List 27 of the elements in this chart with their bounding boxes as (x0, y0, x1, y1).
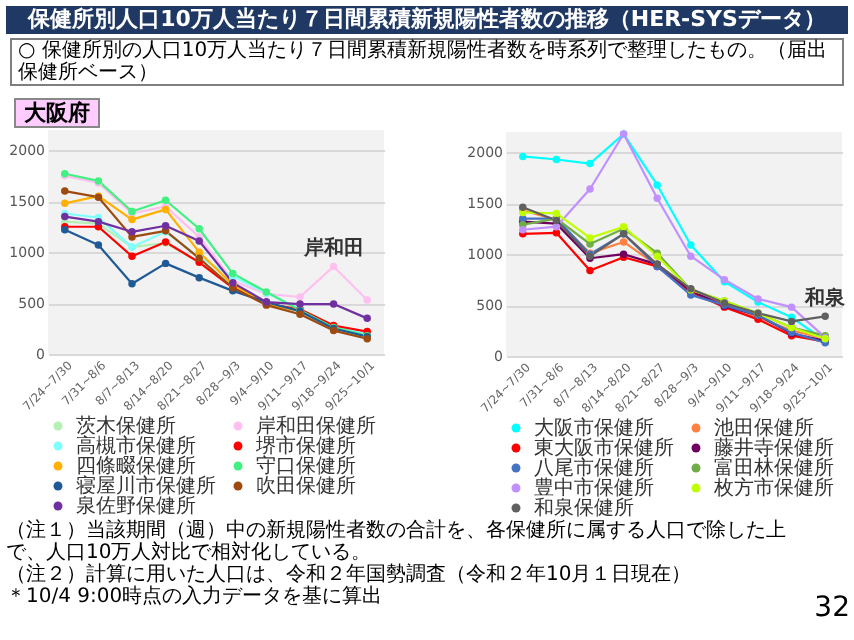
legend-label: 泉佐野保健所 (76, 494, 196, 518)
legend-label: 藤井寺保健所 (714, 436, 834, 460)
legend-label: 富田林保健所 (714, 456, 834, 480)
legend-label: 大阪市保健所 (534, 416, 654, 440)
text: 32 (814, 592, 850, 624)
legend-label: 高槻市保健所 (76, 434, 196, 458)
legend-label: 吹田保健所 (256, 474, 356, 498)
legend-label: 八尾市保健所 (534, 456, 654, 480)
annotation: 岸和田 (301, 236, 364, 261)
legend-label: 堺市保健所 (254, 434, 356, 458)
legend-label: 豊中市保健所 (534, 476, 654, 500)
text: （注２）計算に用いた人口は、令和２年国勢調査（令和２年10月１日現在） (6, 564, 694, 586)
annotation: 和泉 (803, 286, 848, 311)
legend-label: 岸和田保健所 (256, 414, 376, 438)
text: （注１）当該期間（週）中の新規陽性者数の合計を、各保健所に属する人口で除した上で、人口10万人対比で相対化している。 (6, 520, 788, 564)
legend-label: 寝屋川市保健所 (76, 474, 216, 498)
legend-label: 枚方市保健所 (712, 476, 834, 500)
legend-label: 茨木保健所 (76, 414, 176, 438)
legend-label: 四條畷保健所 (76, 454, 196, 478)
chart-subtitle: ○ 保健所別の人口10万人当たり７日間累積新規陽性者数を時系列で整理したもの。（届出保健所ベース） (10, 38, 844, 86)
text: ＊10/4 9:00時点の入力データを基に算出 (6, 586, 385, 608)
legend-label: 守口保健所 (256, 454, 356, 478)
chart-title: 保健所別人口10万人当たり７日間累積新規陽性者数の推移（HER-SYSデータ） (6, 6, 848, 34)
legend-label: 和泉保健所 (534, 496, 634, 520)
legend-label: 東大阪市保健所 (534, 436, 674, 460)
text: 大阪府 (14, 98, 100, 128)
legend-label: 池田保健所 (714, 416, 814, 440)
